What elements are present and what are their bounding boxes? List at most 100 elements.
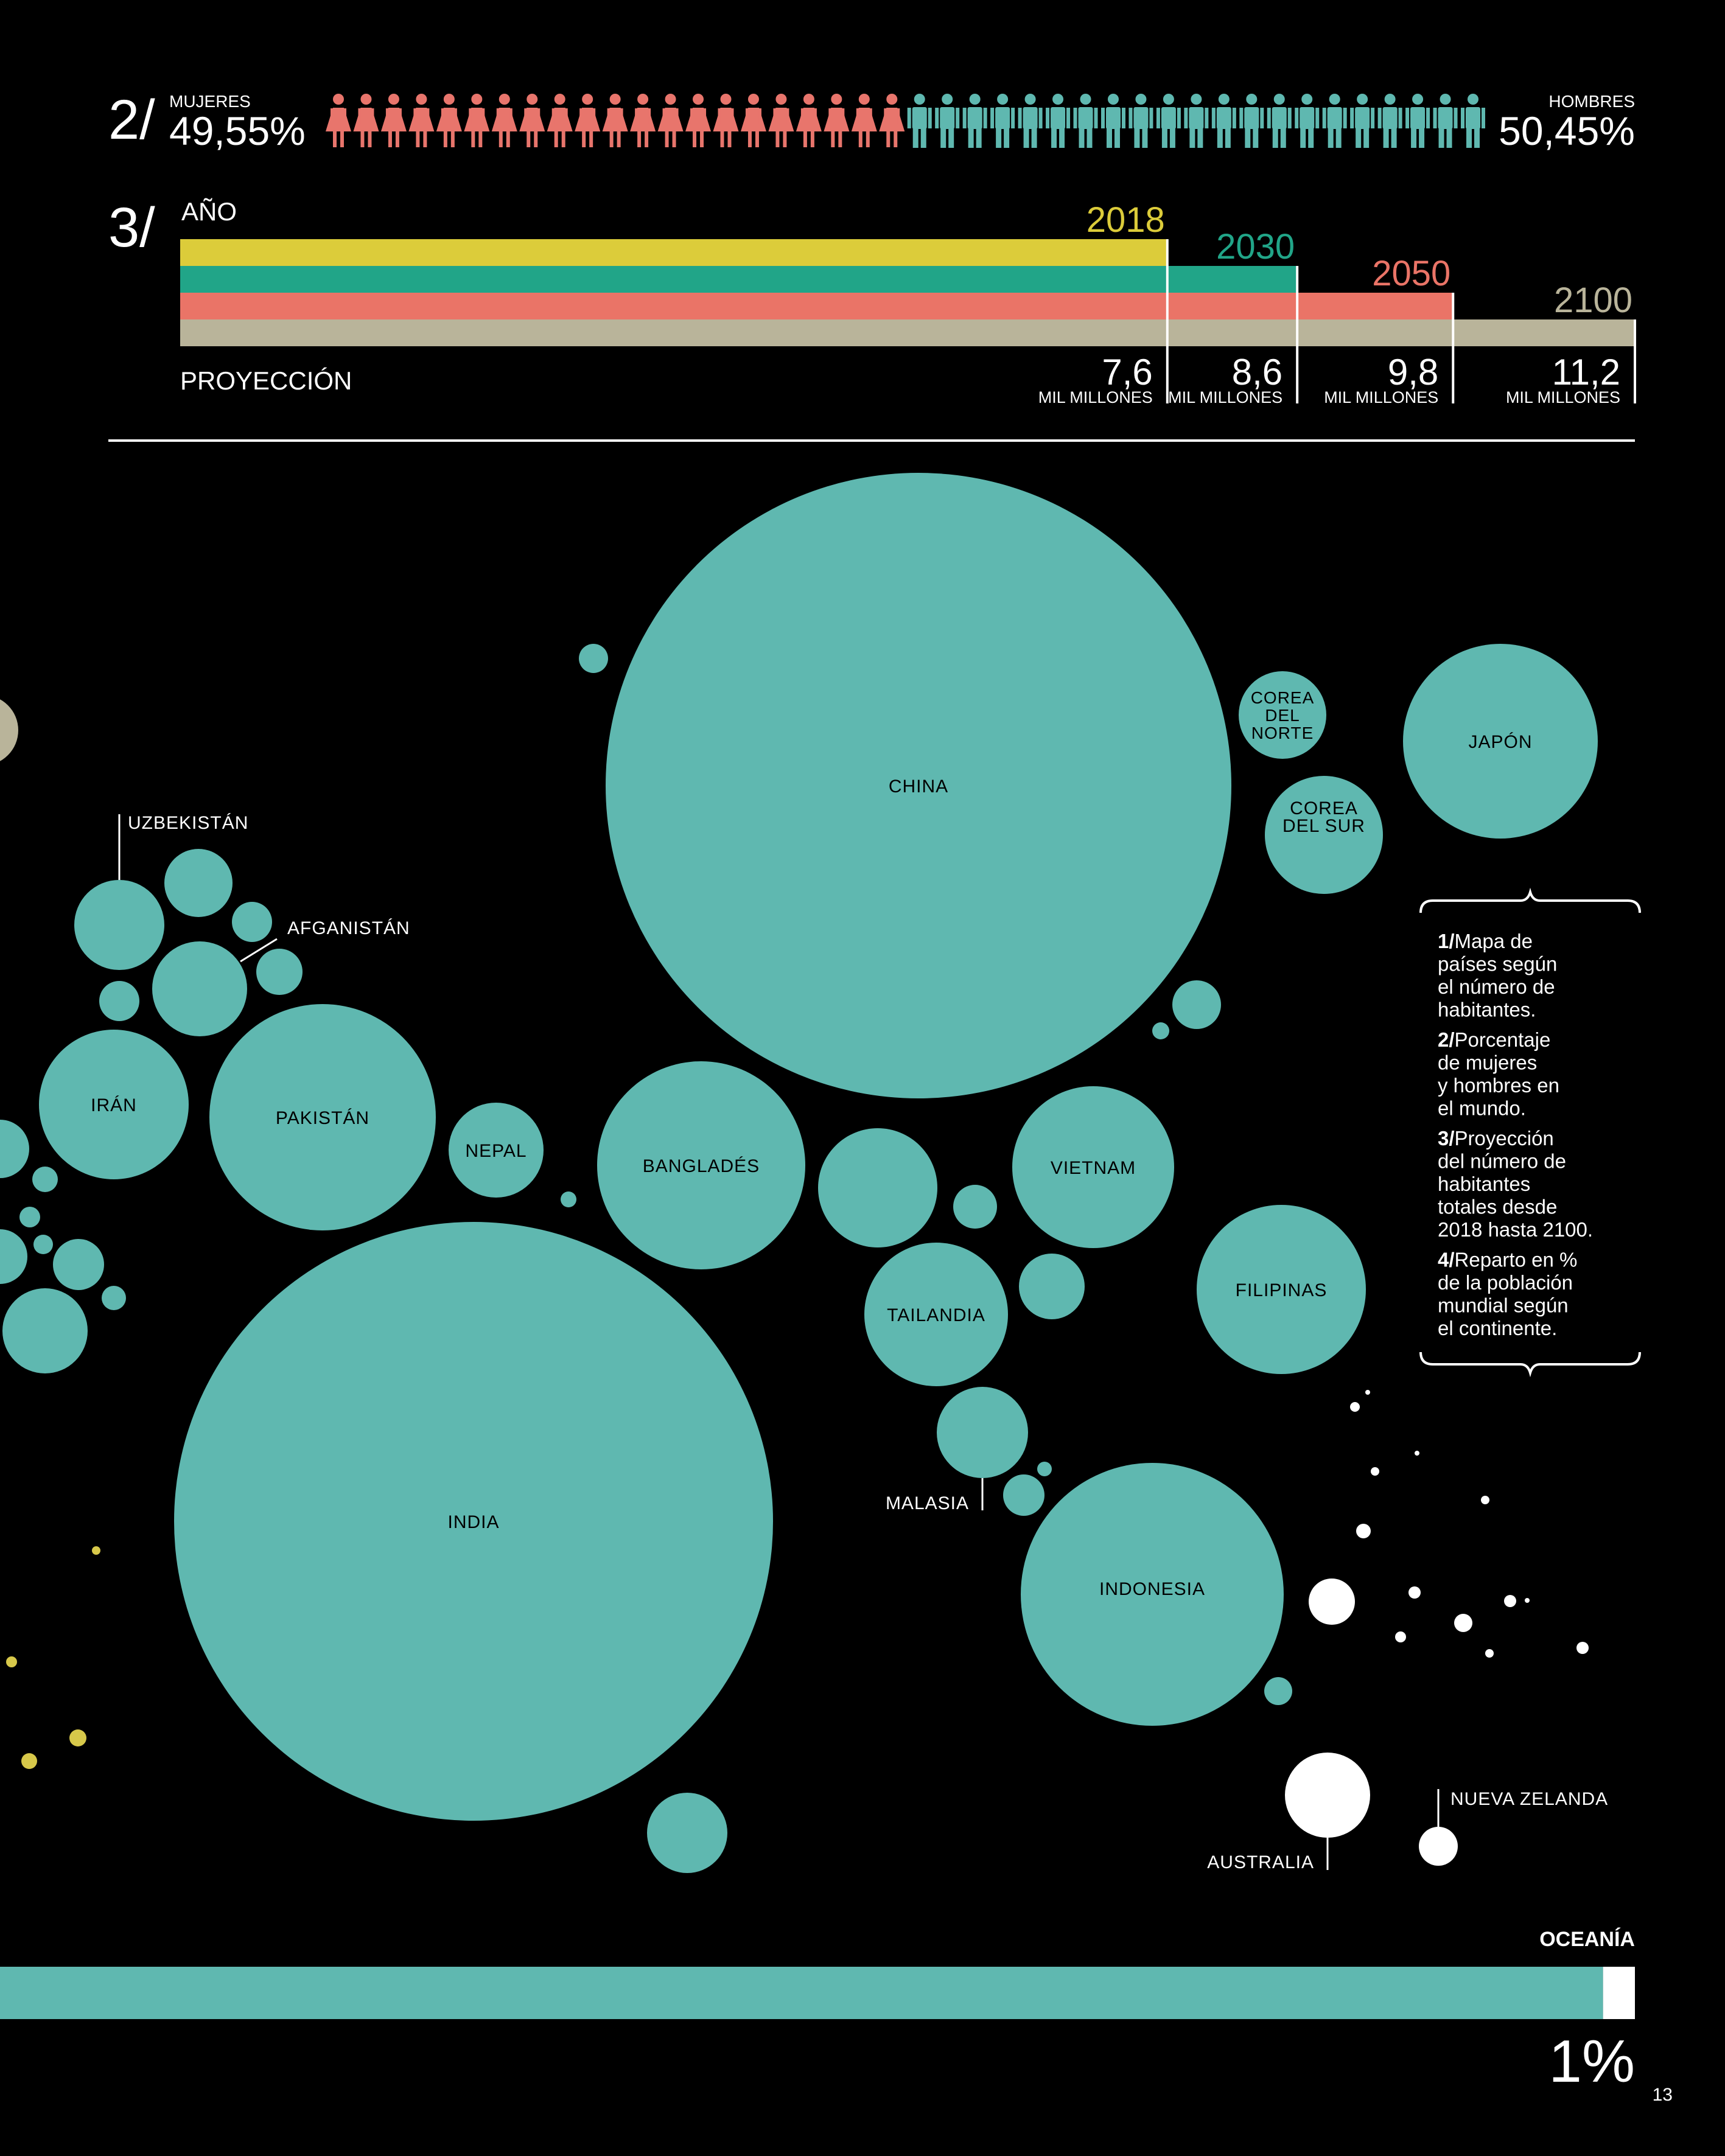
woman-icon	[685, 94, 712, 147]
legend-number: 2/	[1438, 1028, 1455, 1051]
woman-icon	[796, 94, 822, 147]
bubble-vietnam	[1012, 1086, 1174, 1248]
bubble-label-india: INDIA	[447, 1512, 499, 1532]
woman-icon	[879, 94, 905, 147]
woman-icon	[630, 94, 656, 147]
man-icon	[1267, 94, 1292, 148]
bubble-white	[1576, 1642, 1589, 1654]
legend-line: de la población	[1438, 1271, 1573, 1294]
bubble-label-indonesia: INDONESIA	[1099, 1579, 1205, 1599]
bubble-japan	[1403, 644, 1598, 839]
projection-value-2030: 8,6	[1232, 352, 1282, 392]
woman-icon	[326, 94, 351, 147]
bubble-white	[1356, 1524, 1371, 1538]
woman-icon	[768, 94, 794, 147]
gender-section-number: 2/	[108, 89, 155, 151]
woman-icon	[657, 94, 684, 147]
year-label: AÑO	[181, 197, 237, 226]
man-icon	[1184, 94, 1209, 148]
bubble-uzbekistan	[74, 880, 164, 970]
bubble-white	[1371, 1467, 1379, 1476]
bubble-unlabeled	[818, 1128, 937, 1247]
projection-value-2050: 9,8	[1388, 352, 1438, 392]
bubble-label-china: CHINA	[889, 776, 948, 797]
projection-year-2050: 2050	[1372, 254, 1450, 293]
man-icon	[1405, 94, 1430, 148]
projection-unit-2100: MIL MILLONES	[1506, 388, 1620, 406]
legend-line: totales desde	[1438, 1196, 1557, 1218]
bubble-unlabeled	[19, 1207, 40, 1227]
bubble-partial-beige	[0, 699, 18, 761]
legend-line: 3/Proyección	[1438, 1127, 1554, 1150]
bubble-bangladesh	[597, 1061, 805, 1269]
legend-line: habitantes	[1438, 1173, 1530, 1195]
bubble-white	[1454, 1614, 1472, 1632]
bubble-map: CHINA INDIA INDONESIA PAKISTÁN BANGLADÉS…	[0, 473, 1608, 1873]
bubble-white	[1504, 1595, 1516, 1607]
man-icon	[1239, 94, 1264, 148]
bubble-white	[1408, 1586, 1421, 1599]
bubble-unlabeled	[164, 849, 233, 917]
bubble-label-bangladesh: BANGLADÉS	[643, 1156, 760, 1176]
bubble-north-korea	[1239, 671, 1326, 759]
woman-icon	[851, 94, 877, 147]
bubble-india	[174, 1222, 773, 1821]
leader-line-afghanistan	[240, 938, 278, 963]
man-icon	[1156, 94, 1181, 148]
woman-icon	[547, 94, 573, 147]
woman-icon	[740, 94, 766, 147]
man-icon	[1211, 94, 1236, 148]
bubble-iran	[39, 1030, 189, 1179]
woman-icon	[464, 94, 490, 147]
bubble-unlabeled	[53, 1239, 104, 1290]
legend-line: 4/Reparto en %	[1438, 1249, 1577, 1271]
bubble-white	[1365, 1390, 1370, 1395]
bubble-white	[1395, 1631, 1406, 1642]
bubble-unlabeled	[99, 981, 139, 1021]
legend-line: del número de	[1438, 1150, 1566, 1173]
projection-bar-2100	[180, 319, 1635, 346]
projection-unit-2018: MIL MILLONES	[1038, 388, 1153, 406]
legend-top-brace	[1419, 887, 1641, 913]
legend-line: mundial según	[1438, 1294, 1569, 1317]
man-icon	[1461, 94, 1485, 148]
bubble-malaysia	[937, 1387, 1028, 1478]
bubble-label-japan: JAPÓN	[1468, 732, 1532, 752]
bubble-label-north-korea-1: COREA	[1251, 688, 1315, 707]
continent-value: 1%	[1548, 2028, 1635, 2095]
bubble-unlabeled	[561, 1191, 576, 1207]
bubble-yellow	[69, 1729, 86, 1746]
man-icon	[935, 94, 960, 148]
man-icon	[1433, 94, 1458, 148]
projection-section-number: 3/	[108, 197, 155, 259]
continent-oceania-bar	[1603, 1967, 1635, 2019]
projection-label: PROYECCIÓN	[180, 366, 352, 395]
bubble-label-north-korea-3: NORTE	[1251, 724, 1314, 742]
legend-line: 1/Mapa de	[1438, 930, 1533, 952]
bubble-unlabeled	[0, 1229, 27, 1284]
projection-year-2018: 2018	[1086, 200, 1165, 240]
bubble-label-uzbekistan: UZBEKISTÁN	[128, 813, 248, 833]
projection-unit-2050: MIL MILLONES	[1324, 388, 1438, 406]
bubble-label-nepal: NEPAL	[465, 1141, 527, 1161]
bubble-label-south-korea-2: DEL SUR	[1282, 816, 1365, 836]
bubble-australia	[1285, 1753, 1370, 1838]
legend-number: 4/	[1438, 1249, 1455, 1271]
man-icon	[1295, 94, 1320, 148]
men-value: 50,45%	[1499, 108, 1635, 153]
women-value: 49,55%	[169, 108, 306, 153]
bubble-label-south-korea-1: COREA	[1290, 798, 1358, 818]
continent-section: OCEANÍA 1%	[0, 1928, 1635, 2095]
man-icon	[1073, 94, 1098, 148]
man-icon	[1350, 94, 1375, 148]
man-icon	[1046, 94, 1071, 148]
bubble-pakistan	[209, 1004, 436, 1230]
legend-line: el número de	[1438, 975, 1555, 998]
man-icon	[1100, 94, 1125, 148]
bubble-unlabeled	[1003, 1474, 1044, 1516]
bubble-unlabeled	[1019, 1254, 1085, 1319]
